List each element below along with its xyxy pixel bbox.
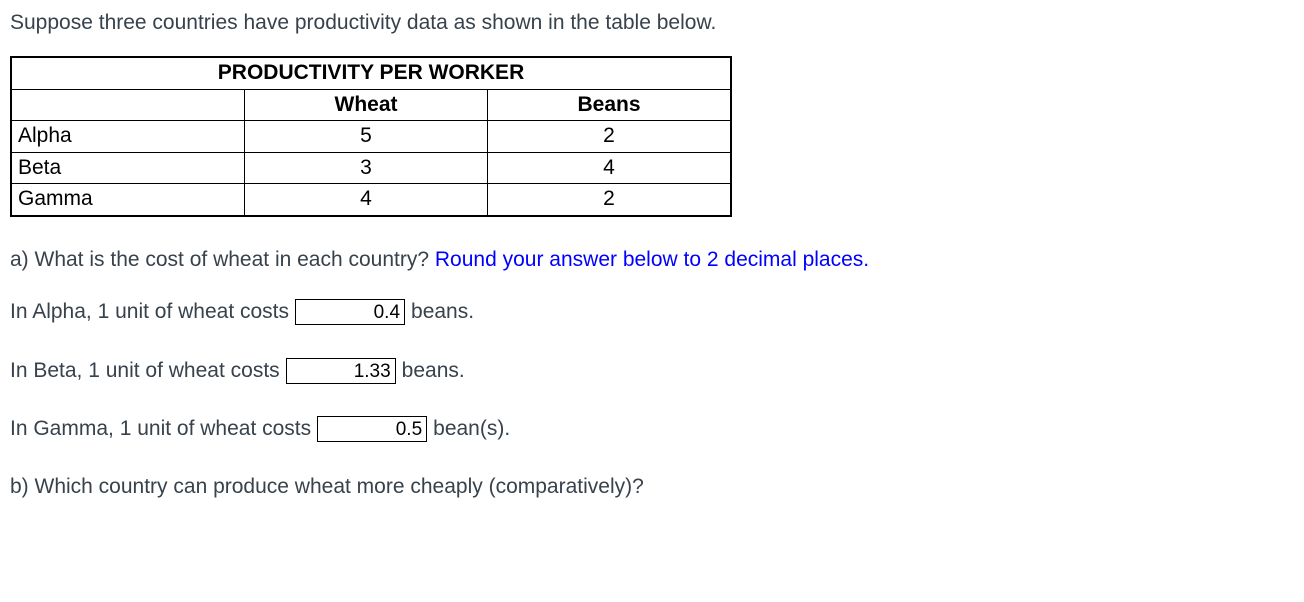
answer-post: beans. bbox=[411, 297, 474, 327]
wheat-cell: 4 bbox=[245, 184, 488, 216]
table-row: Gamma 4 2 bbox=[11, 184, 731, 216]
answer-post: beans. bbox=[402, 356, 465, 386]
part-a-prompt: a) What is the cost of wheat in each cou… bbox=[10, 248, 435, 271]
part-a-instruction: Round your answer below to 2 decimal pla… bbox=[435, 248, 869, 271]
answer-pre: In Gamma, 1 unit of wheat costs bbox=[10, 414, 311, 444]
table-row: Beta 3 4 bbox=[11, 152, 731, 183]
beta-wheat-cost-input[interactable]: 1.33 bbox=[286, 358, 396, 384]
answer-pre: In Beta, 1 unit of wheat costs bbox=[10, 356, 280, 386]
answer-line-alpha: In Alpha, 1 unit of wheat costs 0.4 bean… bbox=[10, 297, 1294, 327]
answer-pre: In Alpha, 1 unit of wheat costs bbox=[10, 297, 289, 327]
country-cell: Gamma bbox=[11, 184, 245, 216]
gamma-wheat-cost-input[interactable]: 0.5 bbox=[317, 416, 427, 442]
table-header-blank bbox=[11, 89, 245, 120]
table-title: PRODUCTIVITY PER WORKER bbox=[11, 57, 731, 89]
answer-post: bean(s). bbox=[433, 414, 510, 444]
wheat-cell: 5 bbox=[245, 121, 488, 152]
beans-cell: 4 bbox=[488, 152, 732, 183]
table-row: Alpha 5 2 bbox=[11, 121, 731, 152]
wheat-cell: 3 bbox=[245, 152, 488, 183]
part-a-question: a) What is the cost of wheat in each cou… bbox=[10, 245, 1294, 275]
country-cell: Beta bbox=[11, 152, 245, 183]
country-cell: Alpha bbox=[11, 121, 245, 152]
table-header-wheat: Wheat bbox=[245, 89, 488, 120]
answer-line-beta: In Beta, 1 unit of wheat costs 1.33 bean… bbox=[10, 356, 1294, 386]
intro-text: Suppose three countries have productivit… bbox=[10, 8, 1294, 38]
beans-cell: 2 bbox=[488, 121, 732, 152]
table-header-beans: Beans bbox=[488, 89, 732, 120]
productivity-table: PRODUCTIVITY PER WORKER Wheat Beans Alph… bbox=[10, 56, 732, 216]
part-b-question: b) Which country can produce wheat more … bbox=[10, 472, 1294, 502]
beans-cell: 2 bbox=[488, 184, 732, 216]
alpha-wheat-cost-input[interactable]: 0.4 bbox=[295, 299, 405, 325]
answer-line-gamma: In Gamma, 1 unit of wheat costs 0.5 bean… bbox=[10, 414, 1294, 444]
